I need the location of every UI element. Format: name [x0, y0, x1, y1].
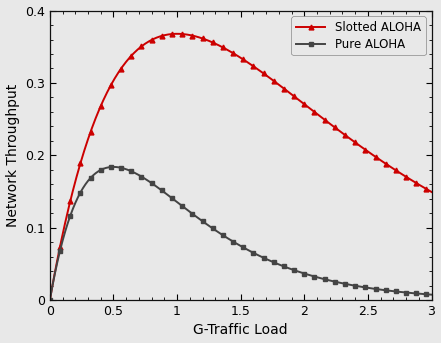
Pure ALOHA: [429, 293, 434, 297]
Slotted ALOHA: [309, 108, 314, 112]
X-axis label: G-Traffic Load: G-Traffic Load: [193, 323, 288, 338]
Legend: Slotted ALOHA, Pure ALOHA: Slotted ALOHA, Pure ALOHA: [291, 16, 426, 56]
Slotted ALOHA: [429, 190, 434, 194]
Pure ALOHA: [202, 221, 208, 225]
Pure ALOHA: [370, 286, 376, 291]
Slotted ALOHA: [202, 37, 208, 42]
Pure ALOHA: [215, 230, 220, 234]
Line: Slotted ALOHA: Slotted ALOHA: [48, 31, 434, 303]
Slotted ALOHA: [47, 298, 52, 302]
Pure ALOHA: [349, 283, 354, 287]
Pure ALOHA: [309, 274, 314, 278]
Slotted ALOHA: [215, 43, 220, 47]
Slotted ALOHA: [370, 153, 376, 157]
Line: Pure ALOHA: Pure ALOHA: [48, 165, 434, 302]
Slotted ALOHA: [349, 138, 354, 142]
Pure ALOHA: [47, 298, 52, 302]
Y-axis label: Network Throughput: Network Throughput: [6, 84, 19, 227]
Pure ALOHA: [111, 165, 116, 169]
Slotted ALOHA: [402, 174, 407, 178]
Slotted ALOHA: [175, 32, 180, 36]
Pure ALOHA: [402, 291, 407, 295]
